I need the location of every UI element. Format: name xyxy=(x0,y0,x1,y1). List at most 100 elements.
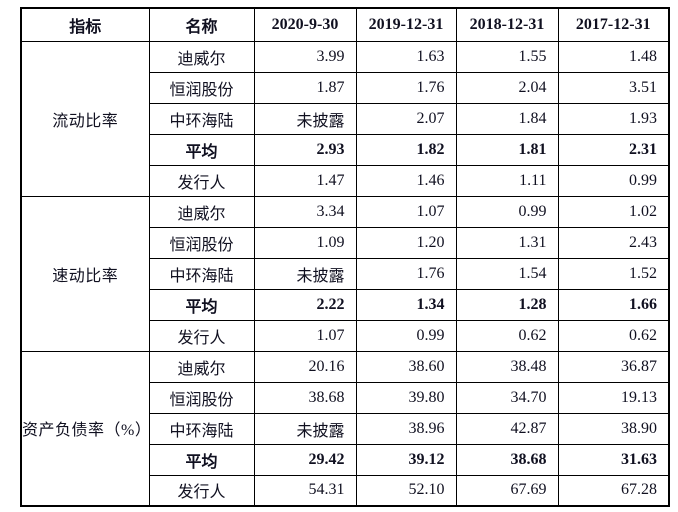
value-cell: 38.48 xyxy=(455,350,559,383)
value-cell: 未披露 xyxy=(253,257,357,290)
table-row: 恒润股份 1.09 1.20 1.31 2.43 xyxy=(21,226,670,259)
value-cell: 38.90 xyxy=(557,412,670,445)
value-cell: 1.47 xyxy=(253,164,357,197)
value-cell: 1.07 xyxy=(355,195,457,228)
table-body: 流动比率 迪威尔 3.99 1.63 1.55 1.48 恒润股份 1.87 1.76 2.04 3… xyxy=(20,40,670,507)
indicator-cell: 速动比率 xyxy=(20,195,150,352)
value-cell: 1.31 xyxy=(455,226,559,259)
table-row: 平均 29.42 39.12 38.68 31.63 xyxy=(21,443,670,476)
table-row: 中环海陆 未披露 2.07 1.84 1.93 xyxy=(21,102,670,135)
value-cell: 39.80 xyxy=(355,381,457,414)
value-cell: 39.12 xyxy=(355,443,457,476)
value-cell: 1.52 xyxy=(557,257,670,290)
value-cell: 1.02 xyxy=(557,195,670,228)
company-name-cell: 平均 xyxy=(148,288,255,321)
value-cell: 20.16 xyxy=(253,350,357,383)
value-cell: 0.99 xyxy=(557,164,670,197)
company-name-cell: 中环海陆 xyxy=(148,412,255,445)
column-header: 名称 xyxy=(148,7,255,42)
value-cell: 1.11 xyxy=(455,164,559,197)
value-cell: 42.87 xyxy=(455,412,559,445)
table-row: 恒润股份 38.68 39.80 34.70 19.13 xyxy=(21,381,670,414)
value-cell: 未披露 xyxy=(253,102,357,135)
value-cell: 52.10 xyxy=(355,474,457,507)
company-name-cell: 恒润股份 xyxy=(148,381,255,414)
value-cell: 1.81 xyxy=(455,133,559,166)
value-cell: 34.70 xyxy=(455,381,559,414)
table-row: 中环海陆 未披露 1.76 1.54 1.52 xyxy=(21,257,670,290)
value-cell: 0.99 xyxy=(355,319,457,352)
value-cell: 67.28 xyxy=(557,474,670,507)
value-cell: 1.54 xyxy=(455,257,559,290)
value-cell: 19.13 xyxy=(557,381,670,414)
value-cell: 0.62 xyxy=(455,319,559,352)
company-name-cell: 平均 xyxy=(148,133,255,166)
value-cell: 36.87 xyxy=(557,350,670,383)
value-cell: 1.34 xyxy=(355,288,457,321)
value-cell: 1.20 xyxy=(355,226,457,259)
value-cell: 2.43 xyxy=(557,226,670,259)
value-cell: 38.68 xyxy=(253,381,357,414)
table-header: 指标 名称 2020-9-30 2019-12-31 2018-12-31 2017-12… xyxy=(20,7,670,42)
value-cell: 1.46 xyxy=(355,164,457,197)
value-cell: 1.07 xyxy=(253,319,357,352)
value-cell: 31.63 xyxy=(557,443,670,476)
value-cell: 3.34 xyxy=(253,195,357,228)
company-name-cell: 中环海陆 xyxy=(148,257,255,290)
company-name-cell: 平均 xyxy=(148,443,255,476)
indicator-cell: 资产负债率（%） xyxy=(20,350,150,507)
value-cell: 未披露 xyxy=(253,412,357,445)
value-cell: 0.62 xyxy=(557,319,670,352)
financial-ratios-table: 指标 名称 2020-9-30 2019-12-31 2018-12-31 2017-12… xyxy=(20,7,670,507)
table-row: 资产负债率（%） 迪威尔 20.16 38.60 38.48 36.87 xyxy=(20,350,670,507)
column-header: 指标 xyxy=(20,7,150,42)
value-cell: 3.99 xyxy=(253,40,357,73)
company-name-cell: 迪威尔 xyxy=(148,40,255,73)
value-cell: 2.07 xyxy=(355,102,457,135)
column-header: 2018-12-31 xyxy=(455,7,559,42)
indicator-cell: 流动比率 xyxy=(20,40,150,197)
company-name-cell: 迪威尔 xyxy=(148,350,255,383)
value-cell: 1.84 xyxy=(455,102,559,135)
value-cell: 1.63 xyxy=(355,40,457,73)
company-name-cell: 发行人 xyxy=(148,319,255,352)
value-cell: 2.31 xyxy=(557,133,670,166)
column-header: 2020-9-30 xyxy=(253,7,357,42)
value-cell: 1.66 xyxy=(557,288,670,321)
value-cell: 1.55 xyxy=(455,40,559,73)
value-cell: 0.99 xyxy=(455,195,559,228)
value-cell: 29.42 xyxy=(253,443,357,476)
value-cell: 1.09 xyxy=(253,226,357,259)
table-row: 流动比率 迪威尔 3.99 1.63 1.55 1.48 xyxy=(20,40,670,197)
value-cell: 67.69 xyxy=(455,474,559,507)
table-row: 中环海陆 未披露 38.96 42.87 38.90 xyxy=(21,412,670,445)
value-cell: 1.93 xyxy=(557,102,670,135)
company-name-cell: 发行人 xyxy=(148,164,255,197)
company-name-cell: 迪威尔 xyxy=(148,195,255,228)
value-cell: 2.93 xyxy=(253,133,357,166)
value-cell: 38.60 xyxy=(355,350,457,383)
value-cell: 1.28 xyxy=(455,288,559,321)
table-row: 发行人 1.47 1.46 1.11 0.99 xyxy=(21,164,670,197)
value-cell: 2.22 xyxy=(253,288,357,321)
table-row: 平均 2.93 1.82 1.81 2.31 xyxy=(21,133,670,166)
company-name-cell: 中环海陆 xyxy=(148,102,255,135)
header-row: 指标 名称 2020-9-30 2019-12-31 2018-12-31 2017-12… xyxy=(20,7,670,42)
value-cell: 1.82 xyxy=(355,133,457,166)
value-cell: 1.48 xyxy=(557,40,670,73)
table-row: 速动比率 迪威尔 3.34 1.07 0.99 1.02 xyxy=(20,195,670,352)
value-cell: 1.76 xyxy=(355,71,457,104)
table-row: 恒润股份 1.87 1.76 2.04 3.51 xyxy=(21,71,670,104)
value-cell: 1.76 xyxy=(355,257,457,290)
value-cell: 3.51 xyxy=(557,71,670,104)
value-cell: 2.04 xyxy=(455,71,559,104)
value-cell: 1.87 xyxy=(253,71,357,104)
company-name-cell: 恒润股份 xyxy=(148,226,255,259)
table-row: 发行人 54.31 52.10 67.69 67.28 xyxy=(21,474,670,507)
value-cell: 38.96 xyxy=(355,412,457,445)
company-name-cell: 发行人 xyxy=(148,474,255,507)
value-cell: 54.31 xyxy=(253,474,357,507)
column-header: 2019-12-31 xyxy=(355,7,457,42)
company-name-cell: 恒润股份 xyxy=(148,71,255,104)
